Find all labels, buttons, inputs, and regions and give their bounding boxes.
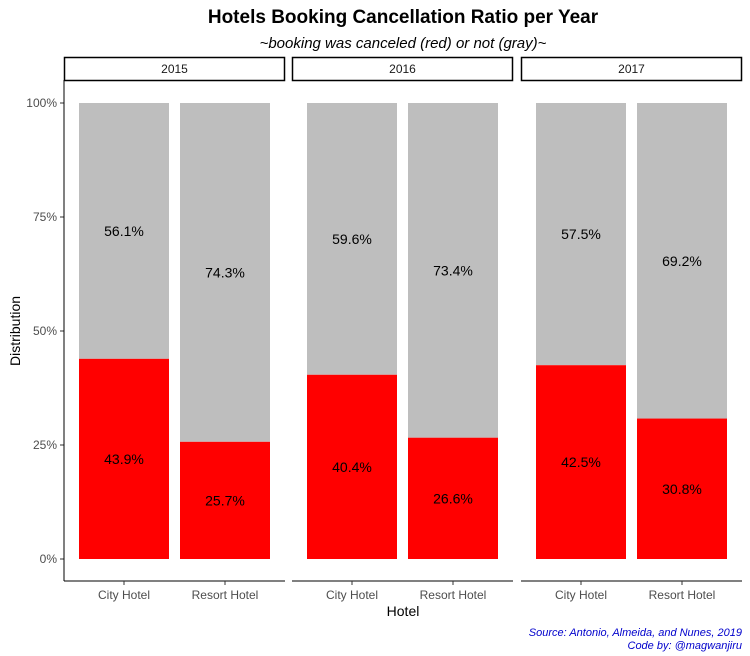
y-tick-label: 25%	[33, 438, 57, 452]
data-label-not-canceled: 56.1%	[104, 223, 144, 239]
data-label-canceled: 25.7%	[205, 492, 245, 508]
data-label-canceled: 26.6%	[433, 490, 473, 506]
data-label-not-canceled: 73.4%	[433, 262, 473, 278]
facet-strip	[520, 56, 743, 82]
x-tick-label: City Hotel	[98, 588, 150, 602]
data-label-not-canceled: 69.2%	[662, 253, 702, 269]
caption-source: Source: Antonio, Almeida, and Nunes, 201…	[529, 627, 742, 639]
caption-code: Code by: @magwanjiru	[628, 640, 743, 652]
plot-area: 0% 25% 50% 75% 100% 2015 43.9% 56.1% City Hotel 2…	[26, 56, 743, 602]
bar-segment-canceled	[408, 437, 498, 559]
data-label-canceled: 43.9%	[104, 451, 144, 467]
x-tick-label: Resort Hotel	[420, 588, 487, 602]
data-label-canceled: 42.5%	[561, 454, 601, 470]
data-label-not-canceled: 59.6%	[332, 231, 372, 247]
bar-segment-canceled	[180, 441, 270, 559]
bar-segment-not-canceled	[180, 103, 270, 442]
bar-segment-canceled	[79, 358, 169, 559]
bar-segment-not-canceled	[408, 103, 498, 438]
bar-segment-canceled	[637, 418, 727, 559]
bar-segment-canceled	[307, 374, 397, 559]
facet-strip-label: 2015	[161, 62, 188, 76]
y-axis-title: Distribution	[7, 296, 23, 366]
x-tick-label: City Hotel	[555, 588, 607, 602]
bar-segment-canceled	[536, 365, 626, 559]
facet-strip	[63, 56, 286, 82]
data-label-canceled: 40.4%	[332, 459, 372, 475]
y-tick-label: 100%	[26, 96, 57, 110]
bar-segment-not-canceled	[79, 103, 169, 359]
x-tick-label: City Hotel	[326, 588, 378, 602]
facet-strip-label: 2016	[389, 62, 416, 76]
y-tick-label: 50%	[33, 324, 57, 338]
facet-strip	[291, 56, 514, 82]
bar-segment-not-canceled	[307, 103, 397, 375]
data-label-not-canceled: 57.5%	[561, 226, 601, 242]
y-tick-label: 0%	[40, 552, 58, 566]
data-label-not-canceled: 74.3%	[205, 264, 245, 280]
data-label-canceled: 30.8%	[662, 481, 702, 497]
facet-strip-label: 2017	[618, 62, 645, 76]
chart-subtitle: ~booking was canceled (red) or not (gray…	[260, 35, 547, 52]
chart-title: Hotels Booking Cancellation Ratio per Ye…	[208, 7, 599, 28]
x-axis-title: Hotel	[387, 603, 420, 619]
y-tick-label: 75%	[33, 210, 57, 224]
bar-segment-not-canceled	[637, 103, 727, 419]
x-tick-label: Resort Hotel	[649, 588, 716, 602]
bar-segment-not-canceled	[536, 103, 626, 366]
x-tick-label: Resort Hotel	[192, 588, 259, 602]
